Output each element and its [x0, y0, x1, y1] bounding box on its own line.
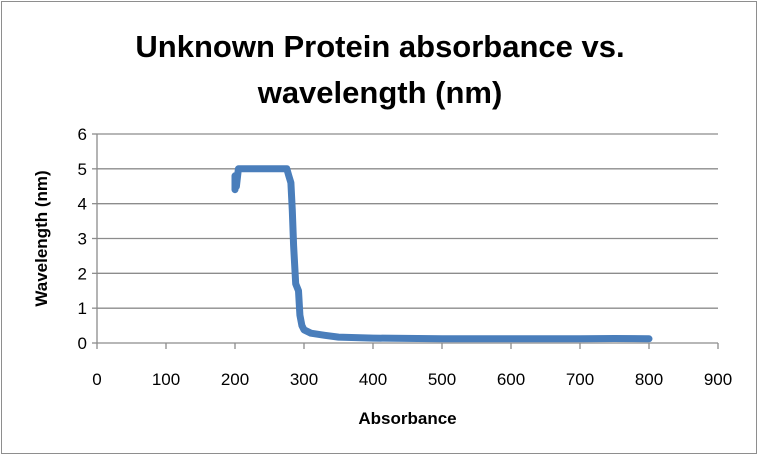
x-axis-label: Absorbance — [358, 409, 456, 428]
y-tick-label: 5 — [78, 160, 87, 179]
data-series-line — [231, 165, 653, 343]
y-tick-label: 3 — [78, 230, 87, 249]
data-point — [286, 168, 288, 170]
data-point — [234, 189, 236, 191]
data-point — [293, 244, 295, 246]
data-point — [296, 286, 298, 288]
chart-title-line-2: wavelength (nm) — [257, 75, 503, 110]
data-point — [291, 210, 293, 212]
y-tick-label: 0 — [78, 334, 87, 353]
chart-title-line-1: Unknown Protein absorbance vs. — [135, 29, 625, 64]
data-point — [290, 182, 292, 184]
data-point — [262, 168, 264, 170]
data-point — [614, 337, 615, 339]
data-point — [235, 185, 237, 187]
data-point — [288, 175, 290, 177]
x-tick-label: 500 — [428, 370, 456, 389]
data-point — [237, 168, 239, 170]
data-point — [510, 338, 512, 340]
data-point — [299, 314, 301, 316]
data-point — [310, 332, 312, 334]
data-point — [301, 325, 303, 327]
data-point — [441, 338, 443, 340]
x-tick-label: 200 — [221, 370, 249, 389]
data-point — [338, 336, 339, 338]
x-tick-label: 700 — [566, 370, 594, 389]
data-point — [234, 175, 236, 177]
x-tick-label: 600 — [497, 370, 525, 389]
x-tick-label: 800 — [635, 370, 663, 389]
data-point — [579, 338, 581, 340]
x-tick-label: 0 — [92, 370, 101, 389]
data-point — [295, 283, 297, 285]
y-tick-label: 1 — [78, 299, 87, 318]
x-tick-label: 300 — [290, 370, 318, 389]
y-tick-label: 6 — [78, 125, 87, 144]
y-axis-label: Wavelength (nm) — [32, 170, 51, 306]
y-tick-label: 4 — [78, 195, 87, 214]
x-tick-label: 400 — [359, 370, 387, 389]
data-point — [648, 338, 650, 340]
data-point — [297, 290, 299, 292]
x-tick-label: 100 — [152, 370, 180, 389]
chart-title: Unknown Protein absorbance vs. wavelengt… — [2, 24, 758, 116]
data-point — [372, 337, 374, 339]
y-tick-label: 2 — [78, 264, 87, 283]
data-point — [324, 334, 326, 336]
data-point — [235, 182, 237, 184]
x-tick-label: 900 — [704, 370, 732, 389]
data-point — [303, 329, 305, 331]
